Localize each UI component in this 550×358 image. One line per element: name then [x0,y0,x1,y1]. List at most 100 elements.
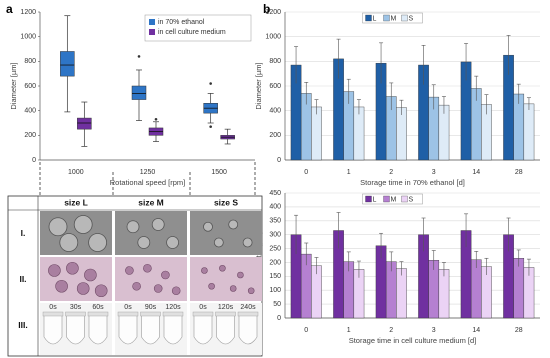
legend-swatch [383,195,390,203]
bead [66,261,79,275]
row-header: II. [19,274,26,284]
bead [125,266,134,275]
bead [73,215,93,234]
column-header: size M [138,197,164,207]
row-header: III. [18,320,27,330]
x-tick-label: 14 [472,169,480,176]
outlier [209,82,212,85]
x-tick-label: 1 [347,169,351,176]
outlier [154,118,158,121]
y-tick-label: 1000 [265,34,281,41]
tube-cap [215,311,236,317]
legend-label: L [373,15,377,22]
x-tick-label: 1000 [68,169,84,176]
y-axis-title: Diameter [µm] [9,62,18,109]
tube [216,314,235,345]
tube-cap [87,311,109,317]
legend-label: S [409,15,414,22]
bead [137,236,151,249]
y-tick-label: 1200 [20,9,36,16]
tube [43,314,63,345]
tube [238,314,258,345]
x-tick-label: 14 [472,327,480,334]
tube-cap [192,311,214,317]
y-axis-title: Diameter [µm] [254,62,263,109]
bead [237,271,244,279]
y-tick-label: 200 [269,132,281,139]
x-tick-label: 1500 [211,169,227,176]
bead [213,237,224,248]
y-tick-label: 0 [277,157,281,164]
bar [396,268,407,319]
y-tick-label: 300 [269,232,281,239]
bar [513,93,525,161]
y-tick-label: 250 [269,245,281,252]
y-tick-label: 600 [24,83,36,90]
y-axis-title: Diameter [µm] [254,232,263,279]
x-tick-label: 1250 [140,169,156,176]
x-tick-label: 3 [432,327,436,334]
tube-cap [140,311,161,317]
y-tick-label: 450 [269,190,281,197]
bead [94,284,108,298]
bead [166,236,180,249]
time-label: 0s [124,304,132,311]
box [77,117,92,130]
bar [396,107,407,161]
micrograph [190,211,262,255]
bead [132,281,141,291]
column-header: size L [64,197,88,207]
bar [353,106,365,161]
box [60,51,75,77]
x-axis-title: Storage time in 70% ethanol [d] [360,178,465,187]
tube-cap [65,311,86,317]
x-axis-title: Rotational speed [rpm] [110,178,185,187]
bar [438,269,450,319]
bar [513,258,525,319]
x-tick-label: 0 [304,327,308,334]
y-tick-label: 400 [269,204,281,211]
bead [59,233,79,252]
x-tick-label: 2 [389,169,393,176]
legend-swatch [149,29,155,35]
time-label: 0s [199,304,207,311]
bead [247,287,255,295]
y-tick-label: 1200 [265,9,281,16]
x-tick-label: 28 [515,327,523,334]
bead [126,220,140,234]
legend-label: in cell culture medium [158,29,226,36]
legend-swatch [383,14,390,22]
bead [84,268,97,282]
tube [141,314,160,345]
y-tick-label: 200 [24,132,36,139]
time-label: 30s [70,304,82,311]
column-header: size S [214,197,238,207]
tube-cap [117,311,139,317]
y-tick-label: 100 [269,287,281,294]
bead [228,219,239,230]
legend-label: S [409,196,414,203]
row-header: I. [21,228,26,238]
tube-cap [42,311,64,317]
bead [153,284,163,293]
tube [118,314,138,345]
time-label: 120s [218,304,234,311]
x-tick-label: 1 [347,327,351,334]
micrograph [190,257,262,301]
bead [151,218,165,231]
tube [163,314,183,345]
tube [88,314,108,345]
bead [219,264,226,272]
bead [143,263,152,273]
y-tick-label: 400 [269,108,281,115]
legend-box [144,14,252,42]
bead [208,282,215,290]
time-label: 0s [49,304,57,311]
legend-swatch [401,14,408,22]
tube-cap [162,311,184,317]
legend-label: M [391,196,397,203]
legend-swatch [365,14,372,22]
outlier [209,125,212,128]
legend-label: in 70% ethanol [158,19,205,26]
